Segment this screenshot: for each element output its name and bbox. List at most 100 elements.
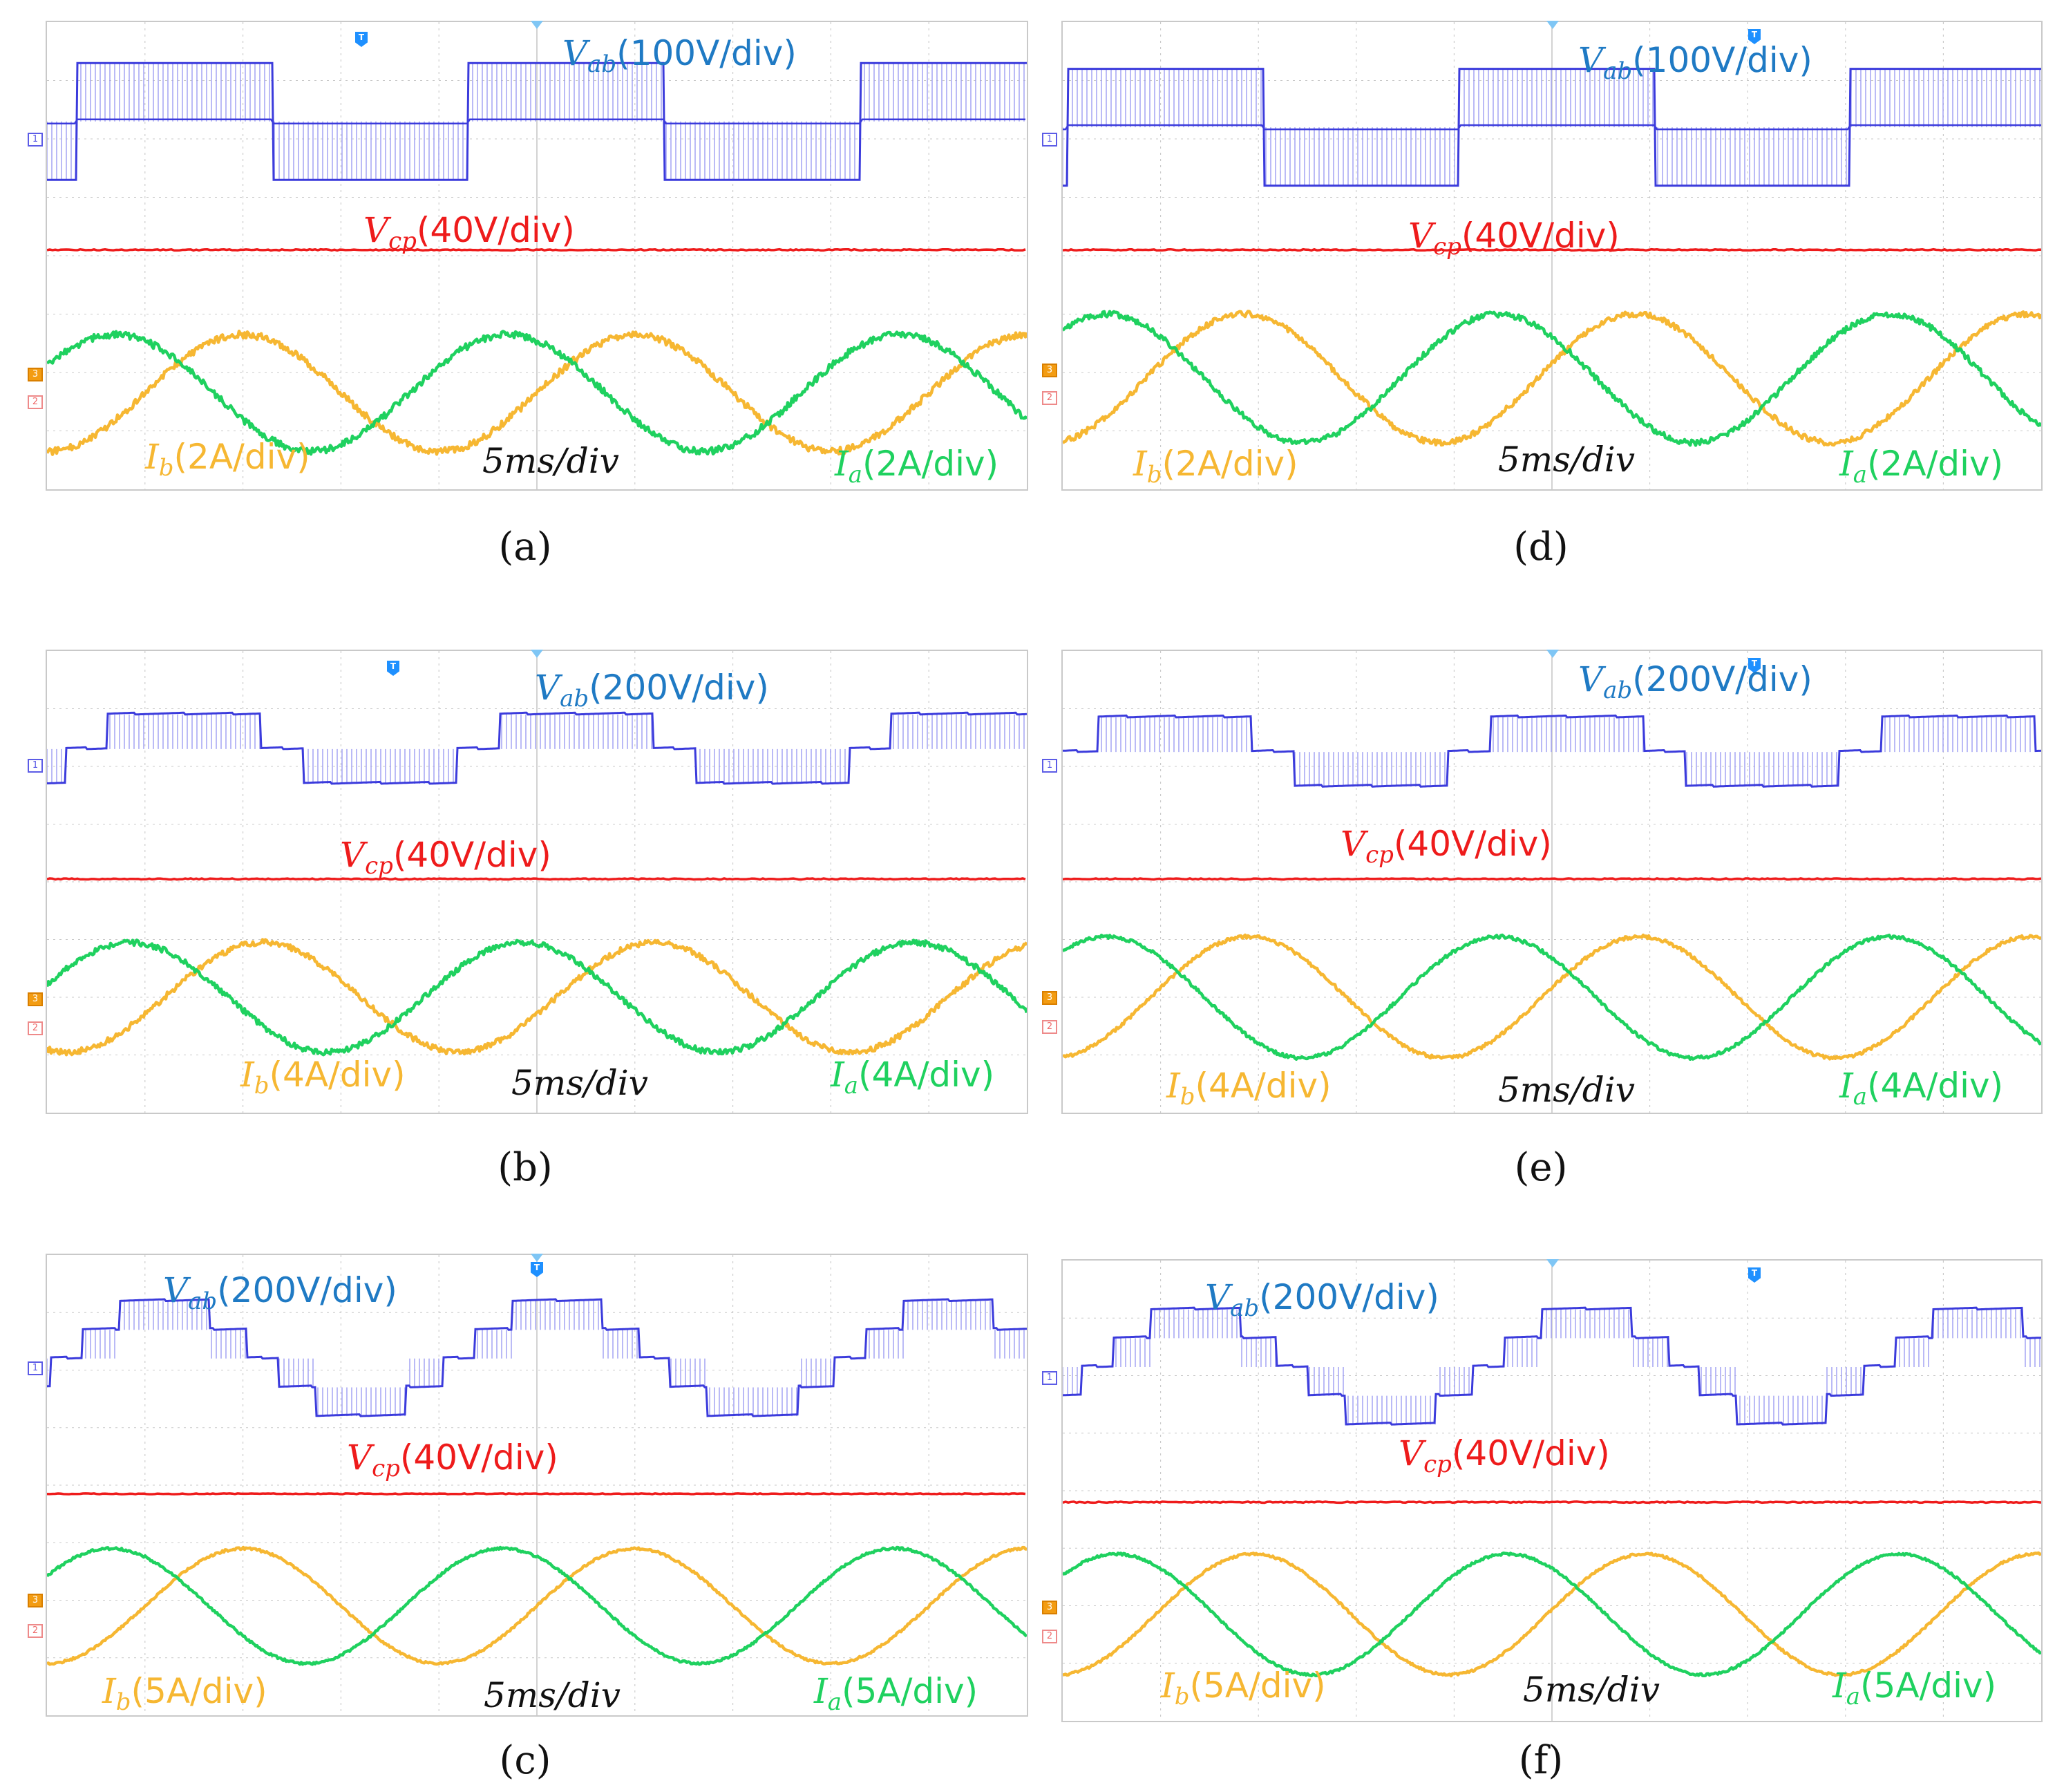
ia-trace <box>1063 933 2041 1062</box>
vcp-trace <box>47 1492 1026 1496</box>
vab-switching <box>47 63 1025 180</box>
vab-switching <box>1101 717 2031 787</box>
grid <box>1063 1261 2041 1721</box>
channel-1-marker-icon: 1 <box>1042 133 1057 147</box>
caption-e: (e) <box>1514 1145 1568 1190</box>
channel-2-marker-icon: 2 <box>28 1624 43 1638</box>
ia-label: Ia(5A/div) <box>814 1671 978 1716</box>
channel-1-marker-icon: 1 <box>28 759 43 773</box>
time-scale-label: 5ms/div <box>511 1063 648 1103</box>
vab-label: Vab(200V/div) <box>1578 659 1812 704</box>
vab-label: Vab(200V/div) <box>535 668 769 713</box>
ib-trace <box>1063 1551 2041 1678</box>
ib-label: Ib(4A/div) <box>1166 1066 1332 1111</box>
channel-1-marker-icon: 1 <box>28 1361 43 1375</box>
channel-3-marker-icon: 3 <box>28 1594 43 1607</box>
vab-envelope <box>1063 714 2041 788</box>
vcp-trace <box>1063 247 2041 252</box>
trigger-marker-icon: T <box>387 661 399 676</box>
channel-2-marker-icon: 2 <box>1042 391 1057 405</box>
channel-2-marker-icon: 2 <box>28 1021 43 1035</box>
trigger-marker-icon: T <box>355 32 368 47</box>
time-cursor-icon <box>1546 1259 1559 1267</box>
ia-label: Ia(4A/div) <box>1839 1066 2004 1111</box>
channel-2-marker-icon: 2 <box>1042 1020 1057 1034</box>
vab-zero-line <box>1063 124 2041 131</box>
vcp-trace <box>47 877 1026 881</box>
trigger-marker-icon: T <box>1748 658 1761 673</box>
time-scale-label: 5ms/div <box>482 441 619 481</box>
ia-label: Ia(4A/div) <box>831 1055 995 1100</box>
channel-3-marker-icon: 3 <box>1042 991 1057 1005</box>
vcp-label: Vcp(40V/div) <box>363 210 575 255</box>
vcp-label: Vcp(40V/div) <box>1408 216 1620 261</box>
vab-label: Vab(100V/div) <box>1578 40 1812 85</box>
vab-envelope <box>47 62 1027 181</box>
ib-label: Ib(2A/div) <box>1133 444 1298 489</box>
ia-trace <box>47 330 1027 456</box>
scope-plot-b <box>47 651 1027 1113</box>
time-scale-label: 5ms/div <box>1523 1670 1660 1710</box>
ib-trace <box>47 329 1027 456</box>
vab-envelope <box>1063 1306 2041 1426</box>
ia-label: Ia(2A/div) <box>1839 444 2004 489</box>
vab-zero-line <box>47 118 1025 124</box>
ia-trace <box>1063 310 2041 447</box>
trigger-marker-icon: T <box>531 1262 543 1277</box>
ia-trace <box>47 939 1027 1057</box>
ia-label: Ia(5A/div) <box>1833 1666 1997 1710</box>
ib-trace <box>47 938 1027 1057</box>
vab-trace <box>47 62 1027 181</box>
time-cursor-icon <box>1546 650 1559 658</box>
time-cursor-icon <box>531 1254 543 1262</box>
scope-plot-a <box>47 22 1027 489</box>
vcp-trace <box>1063 877 2041 881</box>
vcp-label: Vcp(40V/div) <box>347 1437 558 1482</box>
caption-c: (c) <box>499 1738 551 1783</box>
channel-1-marker-icon: 1 <box>1042 759 1057 773</box>
channel-3-marker-icon: 3 <box>1042 1601 1057 1614</box>
scope-panel-c: T Vab(200V/div) Vcp(40V/div) Ib(5A/div) … <box>46 1254 1028 1717</box>
trigger-marker-icon: T <box>1748 1267 1761 1283</box>
ib-label: Ib(4A/div) <box>240 1055 406 1100</box>
vcp-trace <box>1063 1500 2041 1505</box>
vab-trace <box>1063 68 2041 187</box>
scope-panel-d: T Vab(100V/div) Vcp(40V/div) Ib(2A/div) … <box>1061 21 2043 491</box>
time-cursor-icon <box>531 650 543 658</box>
vab-envelope <box>1063 68 2041 187</box>
channel-1-marker-icon: 1 <box>1042 1371 1057 1385</box>
vab-label: Vab(200V/div) <box>163 1270 397 1315</box>
scope-plot-f <box>1063 1261 2041 1721</box>
caption-b: (b) <box>498 1145 553 1190</box>
vab-trace <box>1063 1306 2041 1426</box>
scope-panel-a: T Vab(100V/div) Vcp(40V/div) Ib(2A/div) … <box>46 21 1028 491</box>
time-cursor-icon <box>531 21 543 29</box>
grid <box>47 22 1027 489</box>
channel-2-marker-icon: 2 <box>1042 1630 1057 1643</box>
scope-panel-b: T Vab(200V/div) Vcp(40V/div) Ib(4A/div) … <box>46 650 1028 1114</box>
vab-trace <box>47 1298 1027 1417</box>
vab-trace <box>47 711 1027 785</box>
scope-panel-e: T Vab(200V/div) Vcp(40V/div) Ib(4A/div) … <box>1061 650 2043 1114</box>
vcp-trace <box>47 247 1026 252</box>
ib-label: Ib(5A/div) <box>102 1671 267 1716</box>
caption-d: (d) <box>1513 525 1569 569</box>
time-cursor-icon <box>1546 21 1559 29</box>
time-scale-label: 5ms/div <box>1498 440 1635 480</box>
ia-label: Ia(2A/div) <box>835 444 999 489</box>
vab-envelope <box>47 711 1027 785</box>
vab-envelope <box>47 1298 1027 1417</box>
ia-trace <box>47 1545 1027 1666</box>
caption-a: (a) <box>498 525 552 569</box>
trigger-marker-icon: T <box>1748 29 1761 44</box>
ib-trace <box>1063 933 2041 1061</box>
ib-trace <box>1063 310 2041 447</box>
time-scale-label: 5ms/div <box>1498 1070 1635 1110</box>
ib-label: Ib(5A/div) <box>1161 1666 1326 1710</box>
channel-3-marker-icon: 3 <box>1042 364 1057 377</box>
vcp-label: Vcp(40V/div) <box>340 835 551 880</box>
vab-switching <box>1063 68 2040 186</box>
vcp-label: Vcp(40V/div) <box>1399 1433 1610 1478</box>
scope-panel-f: T Vab(200V/div) Vcp(40V/div) Ib(5A/div) … <box>1061 1259 2043 1722</box>
